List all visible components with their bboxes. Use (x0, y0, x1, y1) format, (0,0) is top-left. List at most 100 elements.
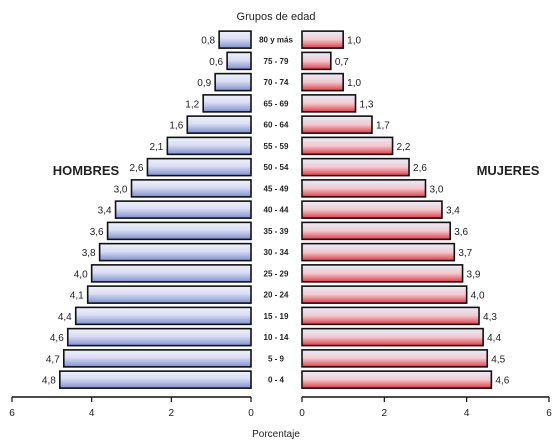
age-group-label: 35 - 39 (264, 227, 289, 236)
value-label-women: 3,0 (430, 184, 444, 195)
age-group-label: 15 - 19 (264, 312, 289, 321)
bar-men-1 (226, 51, 252, 71)
age-group-label: 70 - 74 (264, 78, 289, 87)
value-label-men: 4,8 (42, 376, 56, 387)
bar-women-2 (301, 72, 344, 92)
age-group-label: 45 - 49 (264, 184, 289, 193)
bar-women-15 (301, 349, 489, 368)
age-group-label: 20 - 24 (264, 291, 289, 300)
value-label-women: 4,5 (491, 354, 505, 365)
x-tick-label: 6 (546, 408, 552, 419)
bar-men-8 (114, 200, 252, 219)
value-label-women: 3,7 (458, 248, 472, 259)
bar-women-8 (301, 200, 443, 219)
value-label-women: 0,7 (335, 57, 349, 68)
value-label-men: 3,4 (98, 206, 112, 217)
age-group-label: 5 - 9 (268, 354, 285, 363)
age-group-label: 25 - 29 (264, 269, 289, 278)
value-label-men: 4,4 (58, 312, 72, 323)
series-label-men: HOMBRES (53, 163, 120, 178)
value-label-women: 3,6 (454, 227, 468, 238)
bar-women-11 (301, 264, 464, 283)
value-label-women: 3,9 (467, 269, 481, 280)
age-group-label: 0 - 4 (268, 376, 285, 385)
value-label-men: 3,0 (114, 184, 128, 195)
bar-men-13 (74, 306, 252, 326)
value-label-women: 4,4 (487, 333, 501, 344)
value-label-men: 3,6 (90, 227, 104, 238)
bar-women-16 (301, 370, 493, 389)
bar-women-10 (301, 242, 456, 262)
age-group-label: 60 - 64 (264, 121, 289, 130)
bar-women-13 (301, 306, 480, 326)
x-tick-label: 6 (9, 408, 15, 419)
bar-men-6 (146, 157, 252, 177)
women-bars-group (301, 30, 493, 389)
bar-men-10 (98, 242, 252, 262)
value-label-men: 4,1 (70, 291, 84, 302)
value-label-women: 2,6 (413, 163, 427, 174)
bar-women-14 (301, 327, 484, 347)
value-label-men: 2,1 (149, 142, 163, 153)
x-tick-label: 4 (464, 408, 470, 419)
bar-women-4 (301, 115, 373, 134)
bar-women-5 (301, 136, 394, 156)
bar-women-6 (301, 157, 410, 177)
age-group-label: 55 - 59 (264, 142, 289, 151)
value-label-men: 1,6 (169, 121, 183, 132)
value-label-women: 3,4 (446, 206, 460, 217)
x-axis-ticks: 6 4 2 0 0 2 4 6 (9, 397, 552, 419)
value-label-women: 1,7 (376, 121, 390, 132)
value-label-women: 4,6 (495, 376, 509, 387)
age-group-label: 50 - 54 (264, 163, 289, 172)
value-label-men: 3,8 (82, 248, 96, 259)
age-group-label: 40 - 44 (264, 206, 289, 215)
bar-men-0 (218, 30, 252, 49)
bar-women-0 (301, 30, 344, 49)
age-group-label: 80 y más (259, 36, 293, 45)
x-tick-label: 0 (248, 408, 254, 419)
series-label-women: MUJERES (477, 163, 540, 178)
bar-women-3 (301, 94, 357, 113)
age-group-label: 75 - 79 (264, 57, 289, 66)
x-tick-label: 0 (299, 408, 305, 419)
age-group-label: 10 - 14 (264, 333, 289, 342)
men-bars-group (58, 30, 252, 389)
value-labels-group: 0,8 1,00,6 0,70,9 1,01,2 1,31,6 1,72,1 2,22,6 2… (42, 36, 510, 387)
age-group-labels: 80 y más 75 - 79 70 - 74 65 - 69 60 - 64 55 -… (259, 36, 293, 385)
bar-men-4 (186, 115, 252, 134)
value-label-women: 1,0 (347, 78, 361, 89)
bar-men-9 (106, 221, 252, 241)
age-group-label: 65 - 69 (264, 99, 289, 108)
x-axis-label: Porcentaje (252, 429, 300, 440)
x-tick-label: 2 (169, 408, 175, 419)
value-label-women: 4,3 (483, 312, 497, 323)
bar-men-14 (66, 327, 252, 347)
value-label-men: 1,2 (185, 99, 199, 110)
x-tick-label: 2 (382, 408, 388, 419)
value-label-men: 0,6 (209, 57, 223, 68)
bar-men-16 (58, 370, 252, 389)
value-label-women: 1,3 (360, 99, 374, 110)
chart-title: Grupos de edad (237, 11, 316, 23)
bar-men-11 (90, 264, 252, 283)
value-label-men: 4,7 (46, 354, 60, 365)
value-label-women: 1,0 (347, 36, 361, 47)
bar-men-7 (130, 179, 252, 198)
value-label-men: 4,6 (50, 333, 64, 344)
value-label-men: 2,6 (130, 163, 144, 174)
bar-women-7 (301, 179, 427, 198)
age-group-label: 30 - 34 (264, 248, 289, 257)
bar-women-9 (301, 221, 451, 241)
value-label-men: 0,8 (201, 36, 215, 47)
bar-women-12 (301, 285, 468, 304)
bar-men-15 (62, 349, 252, 368)
bar-men-3 (202, 94, 252, 113)
value-label-women: 4,0 (471, 291, 485, 302)
bar-men-5 (166, 136, 252, 156)
value-label-men: 4,0 (74, 269, 88, 280)
value-label-men: 0,9 (197, 78, 211, 89)
bar-men-2 (214, 72, 252, 92)
value-label-women: 2,2 (397, 142, 411, 153)
